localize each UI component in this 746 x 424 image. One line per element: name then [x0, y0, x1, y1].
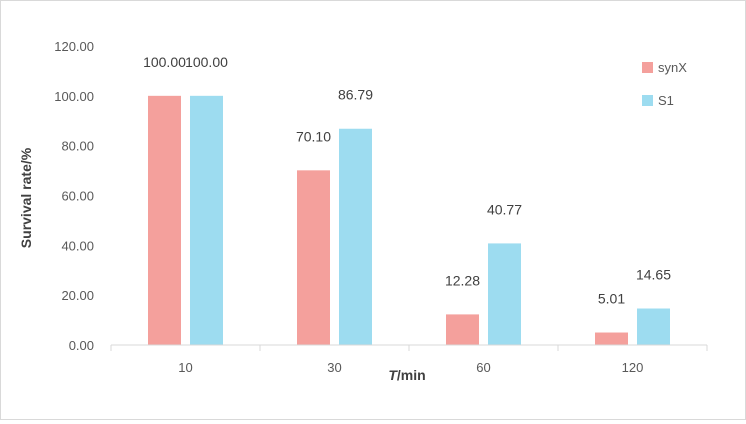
legend-label-synx: synX [658, 60, 687, 75]
legend-swatch-s1 [642, 95, 653, 106]
legend-swatch-synx [642, 62, 653, 73]
bar-s1 [190, 95, 223, 345]
data-label-synx: 12.28 [445, 272, 480, 288]
y-tick-label: 20.00 [61, 288, 94, 303]
y-tick-label: 0.00 [69, 338, 94, 353]
bar-synx [148, 95, 181, 345]
x-axis-title-unit: /min [397, 367, 426, 383]
y-tick-label: 40.00 [61, 238, 94, 253]
bar-synx [595, 332, 628, 345]
y-tick-label: 120.00 [54, 39, 94, 54]
y-axis-title: Survival rate/% [18, 147, 34, 248]
y-tick-label: 100.00 [54, 89, 94, 104]
x-tick-label: 10 [178, 360, 192, 375]
bars [148, 95, 670, 345]
data-labels: 100.00 70.10 12.28 5.01 100.00 86.79 40.77 14.6… [143, 54, 671, 307]
y-tick-label: 80.00 [61, 139, 94, 154]
bar-synx [446, 314, 479, 345]
data-label-s1: 100.00 [185, 54, 228, 70]
bar-synx [297, 170, 330, 345]
y-tick-label: 60.00 [61, 189, 94, 204]
bar-s1 [637, 308, 670, 345]
x-axis-title: T/min [388, 367, 425, 383]
bar-s1 [488, 243, 521, 345]
legend-label-s1: S1 [658, 93, 674, 108]
data-label-synx: 5.01 [598, 291, 625, 307]
x-tick-label: 120 [622, 360, 644, 375]
data-label-s1: 40.77 [487, 201, 522, 217]
bar-s1 [339, 128, 372, 345]
x-axis-title-variable: T [388, 367, 398, 383]
x-axis-ticks: 10 30 60 120 [110, 345, 708, 375]
x-tick-label: 30 [327, 360, 341, 375]
data-label-synx: 70.10 [296, 128, 331, 144]
data-label-synx: 100.00 [143, 54, 186, 70]
data-label-s1: 86.79 [338, 87, 373, 103]
data-label-s1: 14.65 [636, 266, 671, 282]
y-axis-ticks: 0.00 20.00 40.00 60.00 80.00 100.00 120.00 [54, 39, 94, 353]
legend: synX S1 [642, 60, 687, 108]
x-tick-label: 60 [476, 360, 490, 375]
